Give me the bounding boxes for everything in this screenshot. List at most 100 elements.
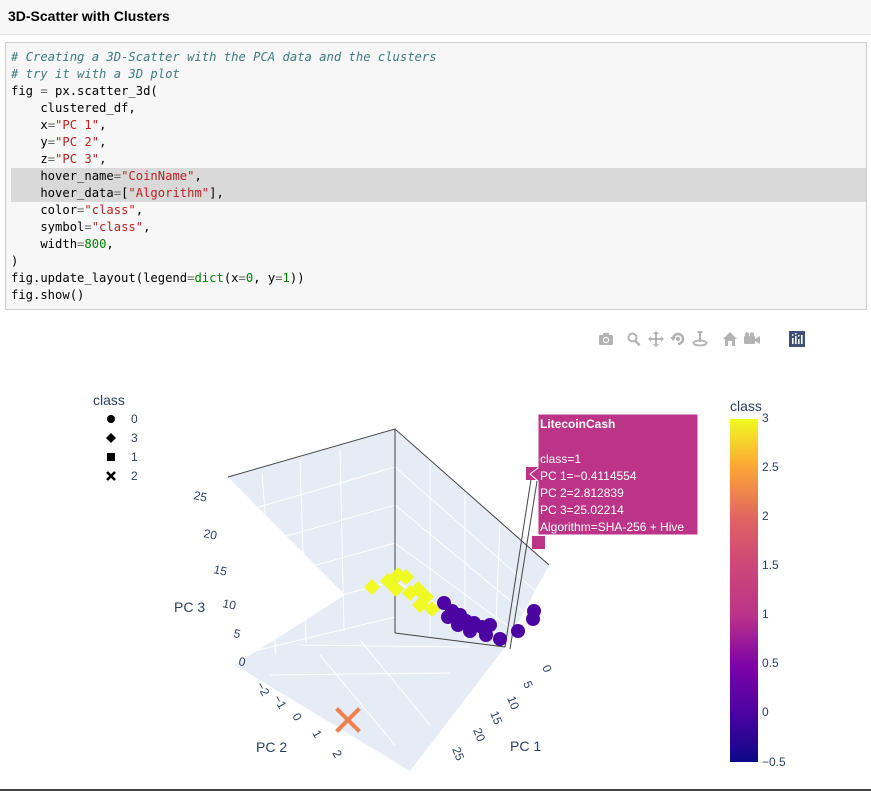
x-tick: 20 [470,726,488,744]
code-line: z="PC 3", [11,151,866,168]
z-tick: 5 [232,626,242,641]
x-axis-title: PC 1 [510,738,541,754]
code-line: hover_name="CoinName", [11,168,866,185]
legend-title: class [93,392,125,408]
code-token: fig.show() [11,288,85,302]
x-axis-ticks: 0 5 10 15 20 25 [449,663,555,763]
colorbar-tick: −0.5 [762,755,786,769]
code-token: color [11,203,78,217]
colorbar-tick: 2 [762,509,769,523]
code-line: symbol="class", [11,219,866,236]
camera-icon[interactable] [596,329,616,349]
legend-item[interactable]: 2 [106,469,138,483]
class-0-points[interactable] [437,596,541,646]
x-tick: 15 [487,709,505,727]
y-tick: 2 [329,748,345,761]
code-token: fig.update_layout(legend [11,271,188,285]
zoom-icon[interactable] [624,329,644,349]
code-token: [ [121,186,129,200]
colorbar-gradient [730,419,758,762]
code-token: , [99,118,107,132]
y-tick: 0 [289,711,305,724]
code-cell[interactable]: # Creating a 3D-Scatter with the PCA dat… [5,42,867,310]
code-token: clustered_df, [11,101,136,115]
code-line: # try it with a 3D plot [11,66,866,83]
code-token: = [238,271,246,285]
code-token: "CoinName" [121,169,195,183]
class-3-points[interactable] [364,567,440,617]
code-token: , [194,169,202,183]
orbit-rotation-icon[interactable] [668,329,688,349]
tooltip-line: PC 1=−0.4114554 [540,469,637,483]
legend-label: 1 [131,450,138,464]
code-token: = [113,186,122,200]
code-line: fig.show() [11,287,866,304]
legend-label: 3 [131,431,138,445]
code-token: , y [253,271,276,285]
colorbar-title: class [730,398,762,414]
scatter-3d-plot[interactable]: 0 5 10 15 20 25 PC 3 −2 −1 0 1 2 PC 2 0 … [0,355,871,789]
code-token: "PC 3" [55,152,100,166]
z-tick: 25 [192,488,208,505]
hover-tooltip: LitecoinCash class=1 PC 1=−0.4114554 PC … [529,413,699,536]
y-tick: 1 [309,728,325,741]
code-token: "PC 2" [55,135,100,149]
cell-bottom-border [0,789,871,791]
pan-icon[interactable] [646,329,666,349]
camera-view-icon[interactable] [742,329,762,349]
home-icon[interactable] [720,329,740,349]
code-token: # try it with a 3D plot [11,67,180,81]
code-line: ) [11,253,866,270]
code-token: )) [289,271,305,285]
legend-item[interactable]: 0 [107,412,138,426]
code-token: = [47,135,56,149]
turntable-rotation-icon[interactable] [690,329,710,349]
code-token: y [11,135,48,149]
plot-modebar [596,328,764,350]
legend-item[interactable]: 1 [107,450,138,464]
plotly-logo-icon[interactable] [789,331,805,347]
z-tick: 10 [221,596,237,613]
colorbar-tick: 3 [762,411,769,425]
code-token: = [113,169,122,183]
z-tick: 15 [212,562,228,579]
code-token: 800 [84,237,107,251]
code-token: = [47,118,56,132]
notebook-header-bar [0,0,871,35]
x-tick: 10 [504,694,522,712]
code-token: ], [209,186,224,200]
scene-axis-lines [227,428,550,650]
code-line: hover_data=["Algorithm"], [11,185,866,202]
code-line: clustered_df, [11,100,866,117]
code-token: 0 [245,271,254,285]
code-token: 1 [282,271,290,285]
code-token: "PC 1" [55,118,100,132]
colorbar-tick: 1 [762,607,769,621]
tooltip-line: class=1 [540,452,581,466]
code-token: # Creating a 3D-Scatter with the PCA dat… [11,50,437,64]
code-token: z [11,152,48,166]
code-token: = [84,220,92,234]
code-token: = [77,237,85,251]
code-token: , [99,135,107,149]
tooltip-title: LitecoinCash [540,417,615,431]
colorbar: class 3 2.5 2 1.5 1 0.5 0 −0.5 [730,398,786,769]
code-token: symbol [11,220,85,234]
x-tick: 25 [449,745,467,763]
z-tick: 0 [237,654,247,669]
x-tick: 5 [520,679,536,691]
code-token: hover_name [11,169,114,183]
legend-item[interactable]: 3 [106,431,138,445]
z-axis-title: PC 3 [174,599,205,615]
colorbar-tick: 0 [762,705,769,719]
colorbar-tick: 1.5 [762,558,779,572]
legend-label: 2 [131,469,138,483]
code-token: , [106,237,114,251]
code-token: , [135,203,144,217]
class-2-points[interactable] [335,707,361,733]
code-token: dict [194,271,224,285]
code-token: = [40,84,48,98]
legend: class 0 3 1 2 [93,392,138,483]
tooltip-line: Algorithm=SHA-256 + Hive [540,520,684,534]
code-editor[interactable]: # Creating a 3D-Scatter with the PCA dat… [6,43,866,304]
